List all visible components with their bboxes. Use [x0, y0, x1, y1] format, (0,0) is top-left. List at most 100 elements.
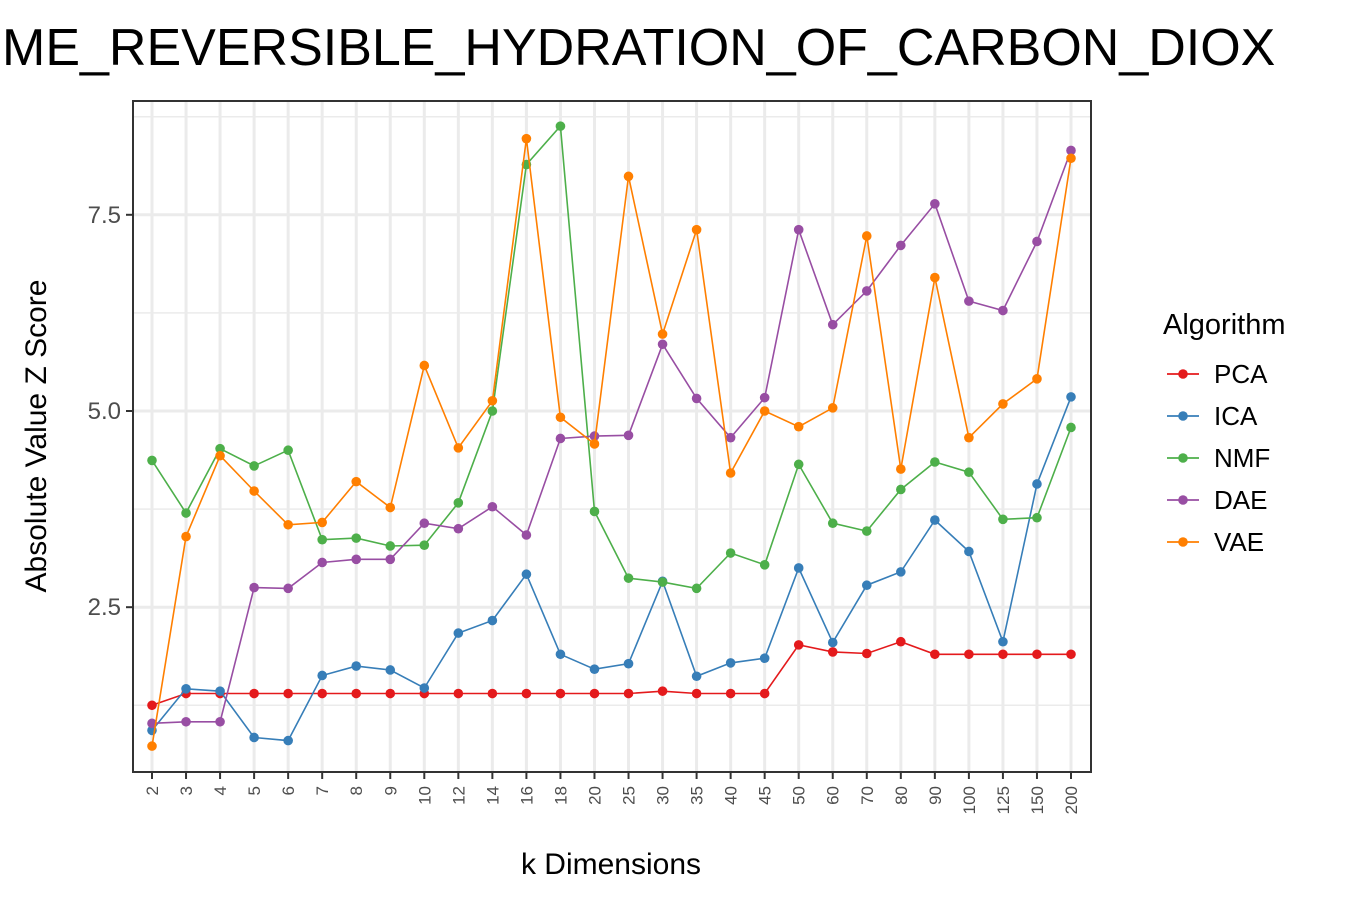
- data-point: [317, 688, 327, 699]
- data-point: [487, 395, 498, 406]
- data-point: [623, 430, 634, 441]
- data-point: [487, 501, 498, 512]
- data-point: [1032, 374, 1042, 384]
- data-point: [147, 741, 157, 751]
- x-tick-label: 35: [688, 786, 707, 805]
- data-point: [419, 540, 430, 550]
- data-point: [896, 636, 906, 647]
- data-point: [964, 546, 974, 557]
- data-point: [793, 224, 804, 235]
- data-point: [657, 329, 668, 339]
- data-point: [589, 664, 600, 674]
- data-point: [181, 531, 191, 542]
- data-point: [930, 649, 940, 660]
- data-point: [249, 486, 259, 496]
- data-point: [1066, 649, 1076, 660]
- data-point: [453, 443, 464, 453]
- data-point: [1032, 479, 1042, 489]
- x-tick-label: 80: [892, 786, 911, 805]
- series-vae: [147, 133, 1076, 751]
- data-point: [385, 665, 396, 675]
- data-point: [521, 133, 532, 144]
- data-point: [215, 686, 225, 696]
- data-point: [930, 457, 940, 467]
- series-dae: [147, 145, 1076, 729]
- data-point: [589, 506, 600, 517]
- data-point: [521, 530, 532, 540]
- data-point: [623, 171, 634, 182]
- series-line: [151, 640, 1071, 707]
- x-tick-label: 7: [313, 786, 332, 795]
- data-point: [964, 467, 974, 478]
- data-point: [453, 688, 464, 699]
- data-point: [317, 534, 327, 545]
- data-point: [317, 517, 327, 528]
- series-line: [151, 396, 1072, 742]
- series-lines: [147, 121, 1076, 751]
- x-axis-ticks: 2 3 4 5 6 7 8 9 10 12 14 16 18 20 25 30 35 40 45 50 60 70 80 90…: [143, 772, 1081, 814]
- legend-item-ica: ICA: [1167, 401, 1258, 431]
- data-point: [283, 445, 293, 456]
- data-point: [623, 688, 634, 699]
- data-point: [283, 583, 293, 594]
- data-point: [555, 412, 566, 423]
- x-tick-label: 14: [483, 786, 502, 805]
- data-point: [964, 649, 974, 660]
- legend-label: NMF: [1214, 443, 1270, 473]
- data-point: [1032, 649, 1042, 660]
- x-tick-label: 20: [585, 786, 604, 805]
- data-point: [249, 732, 259, 743]
- legend-key-point: [1178, 453, 1188, 463]
- data-point: [759, 406, 770, 416]
- data-point: [725, 658, 736, 668]
- data-point: [351, 533, 362, 543]
- data-point: [317, 557, 327, 568]
- data-point: [998, 305, 1008, 316]
- data-point: [759, 392, 770, 403]
- data-point: [930, 515, 940, 525]
- data-point: [725, 432, 736, 443]
- data-point: [487, 688, 498, 699]
- data-point: [896, 240, 906, 251]
- data-point: [147, 455, 157, 466]
- data-point: [147, 700, 157, 711]
- data-point: [249, 688, 259, 699]
- data-point: [521, 688, 532, 699]
- data-point: [487, 615, 498, 626]
- data-point: [215, 443, 225, 454]
- y-tick-label: 2.5: [88, 594, 121, 621]
- data-point: [317, 670, 327, 681]
- data-point: [827, 637, 838, 648]
- x-tick-label: 25: [620, 786, 639, 805]
- x-tick-label: 5: [245, 786, 264, 795]
- data-point: [453, 498, 464, 508]
- legend-items: PCA ICA NMF DAE VAE: [1167, 359, 1270, 557]
- data-point: [419, 518, 430, 529]
- x-tick-label: 2: [143, 786, 162, 795]
- legend-title: Algorithm: [1163, 309, 1286, 341]
- data-point: [351, 688, 362, 699]
- series-line: [151, 150, 1072, 725]
- legend-label: PCA: [1214, 359, 1268, 389]
- data-point: [896, 567, 906, 577]
- data-point: [657, 577, 668, 587]
- legend-item-pca: PCA: [1167, 359, 1268, 389]
- legend-key-point: [1178, 495, 1188, 505]
- legend-key-point: [1178, 411, 1188, 421]
- data-point: [623, 658, 634, 669]
- x-tick-label: 100: [960, 786, 979, 814]
- data-point: [589, 439, 600, 449]
- data-point: [1032, 236, 1042, 247]
- legend-item-nmf: NMF: [1167, 443, 1270, 473]
- data-point: [793, 563, 804, 573]
- data-point: [930, 272, 940, 283]
- data-point: [691, 224, 702, 235]
- y-axis-ticks: 2.5 5.0 7.5: [88, 202, 133, 621]
- data-point: [827, 319, 838, 330]
- data-point: [759, 653, 770, 664]
- x-tick-label: 60: [824, 786, 843, 805]
- data-point: [147, 718, 157, 729]
- x-tick-label: 70: [858, 786, 877, 805]
- x-tick-label: 45: [756, 786, 775, 805]
